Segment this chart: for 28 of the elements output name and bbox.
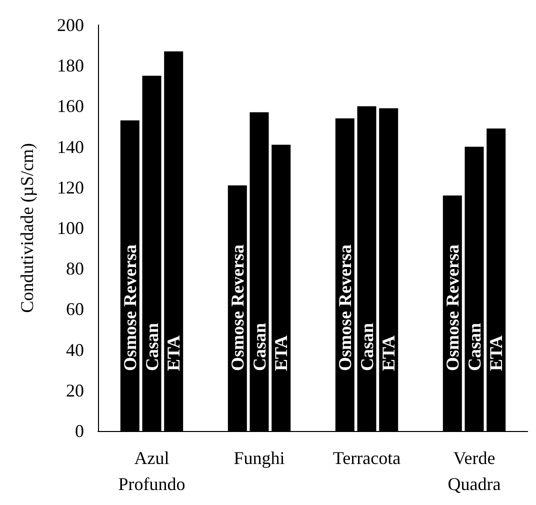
y-tick-label: 80 (66, 258, 84, 279)
y-tick-label: 100 (57, 218, 84, 238)
y-axis-title: Condutividade (µS/cm) (17, 143, 37, 313)
y-tick-label: 140 (57, 136, 84, 157)
text: ETA (378, 335, 399, 371)
x-tick-label: Verde Quadra (448, 448, 501, 494)
text: ETA (486, 335, 506, 371)
series-label: Osmose Reversa (120, 244, 140, 371)
text: Osmose Reversa (227, 244, 248, 371)
text: Casan (464, 322, 484, 371)
y-tick-label: 180 (57, 56, 84, 76)
series-label: ETA (164, 335, 184, 371)
y-tick-label: 20 (66, 380, 84, 400)
text: Casan (249, 322, 270, 371)
y-tick-label: 0 (75, 421, 84, 441)
y-tick-label: 160 (57, 96, 84, 116)
y-tick-label: 60 (66, 299, 84, 320)
y-tick-label: 40 (66, 340, 84, 360)
y-tick-label: 120 (57, 177, 84, 198)
text: ETA (271, 335, 292, 371)
x-tick-label: Azul Profundo (118, 448, 186, 494)
y-tick-label: 200 (57, 15, 84, 35)
text: Casan (356, 322, 377, 371)
x-tick-label: Terracota (332, 448, 401, 468)
text: Osmose Reversa (442, 244, 462, 371)
series-label: Casan (142, 322, 162, 371)
text: Osmose Reversa (334, 244, 355, 371)
x-tick-label: Funghi (234, 448, 285, 468)
